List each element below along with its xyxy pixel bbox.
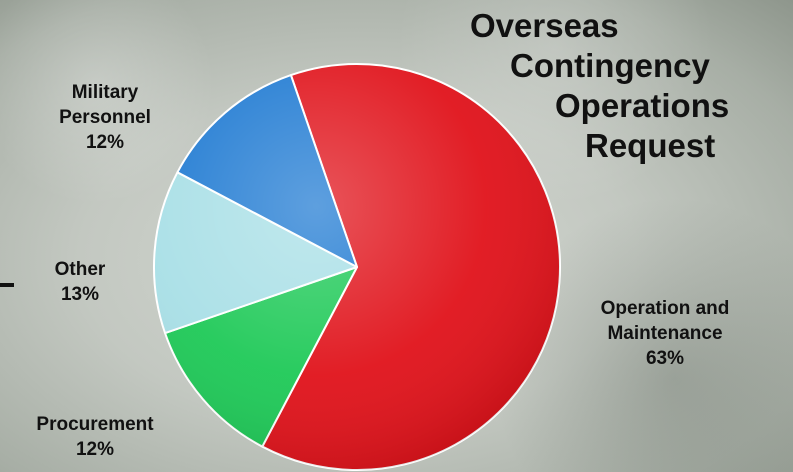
left-edge-dash [0, 283, 14, 287]
label-military-personnel: Military Personnel 12% [35, 80, 175, 155]
label-om-line-1: Operation and [600, 298, 730, 319]
title-line-2: Contingency [510, 47, 710, 84]
label-other-line-1: Other [54, 259, 106, 280]
label-om-value: 63% [645, 348, 685, 369]
title-line-1: Overseas [470, 7, 619, 44]
label-procurement-line-1: Procurement [36, 414, 154, 435]
title-line-3: Operations [555, 87, 730, 124]
label-other: Other 13% [35, 257, 125, 307]
title-line-4: Request [585, 127, 716, 164]
label-operation-and-maintenance: Operation and Maintenance 63% [570, 296, 760, 371]
label-om-line-2: Maintenance [607, 323, 723, 344]
label-procurement-value: 12% [75, 439, 115, 460]
label-military-personnel-value: 12% [85, 132, 125, 153]
chart-title: Overseas Contingency Operations Request [470, 6, 790, 166]
label-military-personnel-line-2: Personnel [59, 107, 151, 128]
label-military-personnel-line-1: Military [71, 82, 139, 103]
label-procurement: Procurement 12% [15, 412, 175, 462]
label-other-value: 13% [60, 284, 100, 305]
